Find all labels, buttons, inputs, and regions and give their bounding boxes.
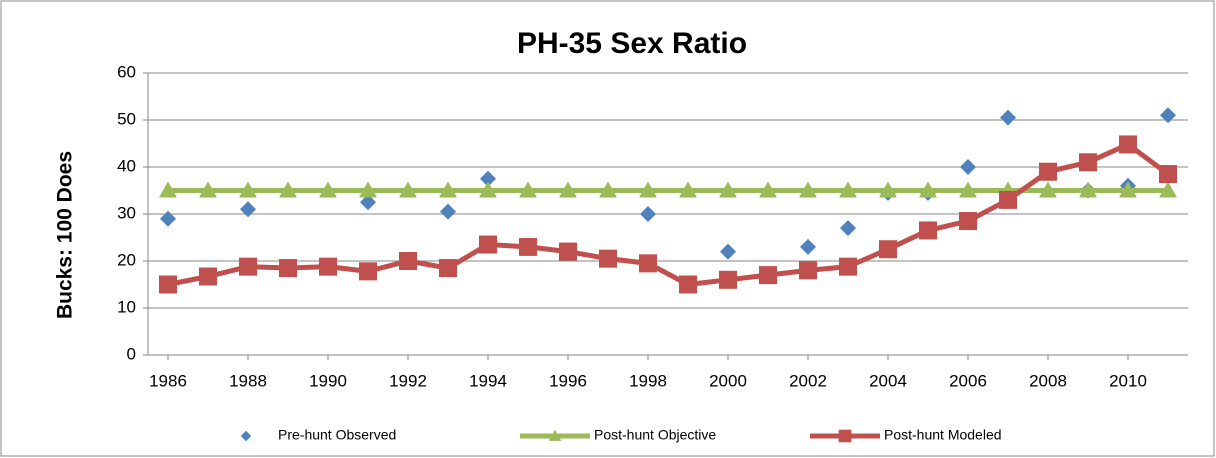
data-point bbox=[919, 181, 937, 198]
data-point bbox=[679, 181, 697, 198]
data-point bbox=[1159, 165, 1177, 184]
data-point bbox=[159, 275, 177, 294]
data-point bbox=[319, 181, 337, 198]
data-point bbox=[319, 257, 337, 276]
data-point bbox=[759, 266, 777, 285]
legend-label: Pre-hunt Observed bbox=[278, 427, 396, 443]
data-point bbox=[799, 261, 817, 280]
data-point bbox=[1160, 107, 1176, 124]
data-point bbox=[519, 181, 537, 198]
data-point bbox=[439, 259, 457, 278]
data-point bbox=[239, 257, 257, 276]
data-point bbox=[239, 181, 257, 198]
data-point bbox=[559, 181, 577, 198]
data-point bbox=[800, 238, 816, 255]
data-point bbox=[439, 181, 457, 198]
data-point bbox=[959, 212, 977, 231]
data-point bbox=[639, 254, 657, 273]
data-point bbox=[799, 181, 817, 198]
y-tick-label: 60 bbox=[117, 62, 136, 81]
data-point bbox=[879, 240, 897, 259]
y-axis-label: Bucks: 100 Does bbox=[54, 151, 77, 319]
data-point bbox=[679, 275, 697, 294]
legend-marker bbox=[838, 429, 852, 443]
data-point bbox=[960, 159, 976, 175]
data-point bbox=[919, 221, 937, 240]
x-tick-label: 2010 bbox=[1109, 371, 1147, 390]
data-point bbox=[719, 181, 737, 198]
legend-label: Post-hunt Modeled bbox=[884, 427, 1002, 443]
data-point bbox=[159, 181, 177, 198]
y-tick-label: 30 bbox=[117, 203, 136, 222]
data-point bbox=[1000, 109, 1016, 126]
data-point bbox=[359, 262, 377, 281]
data-point bbox=[240, 201, 256, 218]
y-tick-label: 50 bbox=[117, 109, 136, 128]
x-tick-label: 1998 bbox=[629, 371, 667, 390]
x-tick-label: 1986 bbox=[149, 371, 187, 390]
data-point bbox=[519, 237, 537, 256]
data-point bbox=[399, 181, 417, 198]
data-point bbox=[720, 243, 736, 260]
y-tick-label: 40 bbox=[117, 156, 136, 175]
x-tick-label: 1992 bbox=[389, 371, 427, 390]
x-tick-label: 2008 bbox=[1029, 371, 1067, 390]
y-tick-label: 0 bbox=[127, 344, 136, 363]
x-tick-label: 1988 bbox=[229, 371, 267, 390]
data-point bbox=[840, 220, 856, 237]
data-point bbox=[559, 242, 577, 261]
data-point bbox=[199, 181, 217, 198]
data-point bbox=[479, 235, 497, 254]
y-tick-label: 10 bbox=[117, 297, 136, 316]
data-point bbox=[1039, 181, 1057, 198]
chart-title: PH-35 Sex Ratio bbox=[517, 27, 747, 60]
data-point bbox=[959, 181, 977, 198]
data-point bbox=[1119, 181, 1137, 198]
data-point bbox=[759, 181, 777, 198]
data-point bbox=[599, 249, 617, 268]
data-point bbox=[879, 181, 897, 198]
data-point bbox=[479, 181, 497, 198]
y-tick-label: 20 bbox=[117, 250, 136, 269]
data-point bbox=[480, 170, 496, 187]
x-tick-label: 1990 bbox=[309, 371, 347, 390]
data-point bbox=[279, 181, 297, 198]
legend-label: Post-hunt Objective bbox=[594, 427, 716, 443]
data-point bbox=[999, 190, 1017, 209]
x-tick-label: 2002 bbox=[789, 371, 827, 390]
data-point bbox=[639, 181, 657, 198]
data-point bbox=[719, 270, 737, 289]
data-point bbox=[640, 206, 656, 222]
data-point bbox=[839, 181, 857, 198]
data-point bbox=[1119, 135, 1137, 154]
data-point bbox=[839, 257, 857, 276]
legend-marker bbox=[548, 429, 562, 441]
data-point bbox=[1159, 181, 1177, 198]
data-point bbox=[360, 194, 376, 211]
data-point bbox=[199, 267, 217, 286]
data-point bbox=[160, 210, 176, 227]
x-tick-label: 1996 bbox=[549, 371, 587, 390]
data-point bbox=[359, 181, 377, 198]
x-tick-label: 2004 bbox=[869, 371, 907, 390]
data-point bbox=[399, 252, 417, 270]
data-point bbox=[1079, 153, 1097, 172]
data-point bbox=[440, 203, 456, 220]
x-tick-label: 2006 bbox=[949, 371, 987, 390]
x-tick-label: 2000 bbox=[709, 371, 747, 390]
data-point bbox=[279, 259, 297, 278]
data-point bbox=[1079, 181, 1097, 198]
data-point bbox=[599, 181, 617, 198]
x-tick-label: 1994 bbox=[469, 371, 507, 390]
data-point bbox=[1039, 162, 1057, 181]
